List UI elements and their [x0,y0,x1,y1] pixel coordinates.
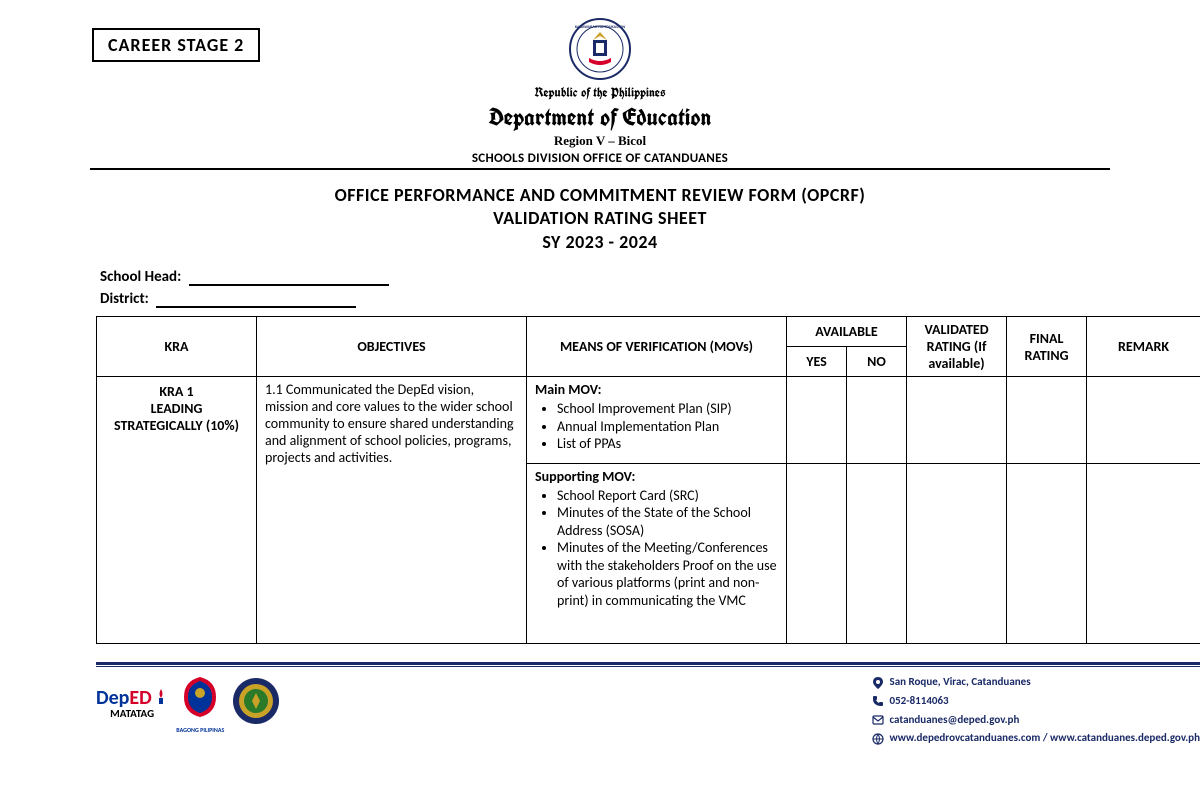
flame-icon [154,688,168,706]
phone-icon [872,695,884,707]
col-objectives: OBJECTIVES [257,317,527,377]
col-remarks: REMARK [1087,317,1200,377]
location-icon [872,677,884,689]
bagong-label: BAGONG PILIPINAS [176,726,224,734]
no-cell[interactable] [847,463,907,644]
yes-cell[interactable] [787,377,847,464]
yes-cell[interactable] [787,463,847,644]
col-validated: VALIDATED RATING (If available) [907,317,1007,377]
no-cell[interactable] [847,377,907,464]
bagong-pilipinas-logo: BAGONG PILIPINAS [176,673,224,734]
region-line: Region V – Bicol [90,133,1110,149]
form-fields: School Head: District: [100,268,1200,308]
col-final: FINAL RATING [1007,317,1087,377]
school-head-blank[interactable] [189,271,389,286]
republic-line: Republic of the Philippines [90,84,1110,101]
final-cell[interactable] [1007,463,1087,644]
page-footer: DepED MATATAG BAGONG PILIPINAS [96,673,1200,748]
footer-divider [96,662,1200,667]
col-kra: KRA [97,317,257,377]
table-row: KRA 1 LEADING STRATEGICALLY (10%) 1.1 Co… [97,377,1200,464]
kra-cell: KRA 1 LEADING STRATEGICALLY (10%) [97,377,257,644]
district-label: District: [100,290,149,308]
mov-main-list: School Improvement Plan (SIP) Annual Imp… [535,400,778,453]
validated-cell[interactable] [907,377,1007,464]
deped-logo: DepED MATATAG [96,688,168,719]
email-text: catanduanes@deped.gov.ph [890,711,1020,730]
list-item: School Report Card (SRC) [557,487,778,505]
department-line: Department of Education [90,101,1110,133]
list-item: List of PPAs [557,435,778,453]
district-blank[interactable] [156,293,356,308]
col-available: AVAILABLE [787,317,907,347]
list-item: Minutes of the State of the School Addre… [557,504,778,539]
career-stage-box: CAREER STAGE 2 [92,28,260,62]
col-yes: YES [787,347,847,377]
contact-block: San Roque, Virac, Catanduanes 052-811406… [872,673,1200,748]
list-item: School Improvement Plan (SIP) [557,400,778,418]
footer-logos: DepED MATATAG BAGONG PILIPINAS [96,673,280,734]
col-no: NO [847,347,907,377]
phone-text: 052-8114063 [890,692,949,711]
web-text: www.depedrovcatanduanes.com / www.catand… [890,729,1200,748]
mov-main-title: Main MOV: [535,381,601,398]
title-line-3: SY 2023 - 2024 [90,231,1110,254]
email-icon [872,714,884,726]
mov-main-cell: Main MOV: School Improvement Plan (SIP) … [527,377,787,464]
validated-cell[interactable] [907,463,1007,644]
validation-table: KRA OBJECTIVES MEANS OF VERIFICATION (MO… [96,316,1200,644]
address-text: San Roque, Virac, Catanduanes [890,673,1031,692]
mov-supp-title: Supporting MOV: [535,468,635,485]
remarks-cell[interactable] [1087,377,1200,464]
form-title: OFFICE PERFORMANCE AND COMMITMENT REVIEW… [90,184,1110,254]
col-mov: MEANS OF VERIFICATION (MOVs) [527,317,787,377]
list-item: Minutes of the Meeting/Conferences with … [557,539,778,609]
svg-text:KAGAWARAN NG EDUKASYON: KAGAWARAN NG EDUKASYON [575,25,626,30]
mov-supp-list: School Report Card (SRC) Minutes of the … [535,487,778,610]
mov-supp-cell: Supporting MOV: School Report Card (SRC)… [527,463,787,644]
globe-icon [872,733,884,745]
division-line: SCHOOLS DIVISION OFFICE OF CATANDUANES [90,151,1110,170]
objective-cell: 1.1 Communicated the DepEd vision, missi… [257,377,527,644]
final-cell[interactable] [1007,377,1087,464]
remarks-cell[interactable] [1087,463,1200,644]
division-seal-icon [232,677,280,730]
title-line-2: VALIDATION RATING SHEET [90,207,1110,230]
list-item: Annual Implementation Plan [557,418,778,436]
title-line-1: OFFICE PERFORMANCE AND COMMITMENT REVIEW… [90,184,1110,207]
school-head-label: School Head: [100,268,181,286]
